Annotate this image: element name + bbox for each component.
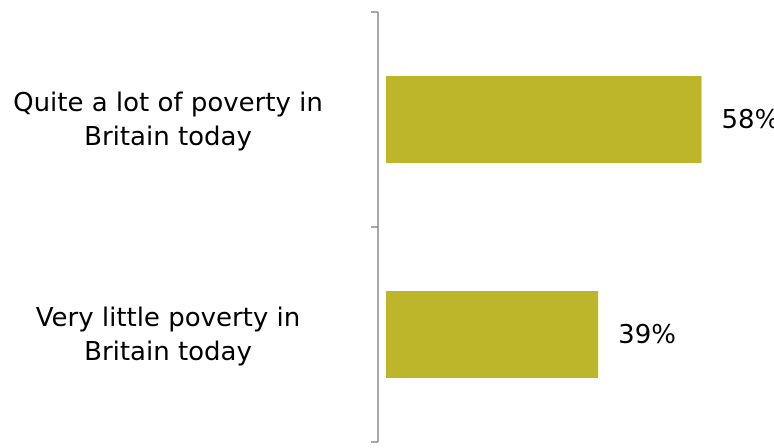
bar (386, 76, 702, 163)
category-tick-label: Very little poverty in Britain today (35, 302, 301, 367)
data-label: 39% (618, 319, 676, 350)
category-tick-label: Quite a lot of poverty in Britain today (13, 87, 323, 152)
data-label: 58% (721, 104, 774, 135)
bar (386, 291, 599, 378)
